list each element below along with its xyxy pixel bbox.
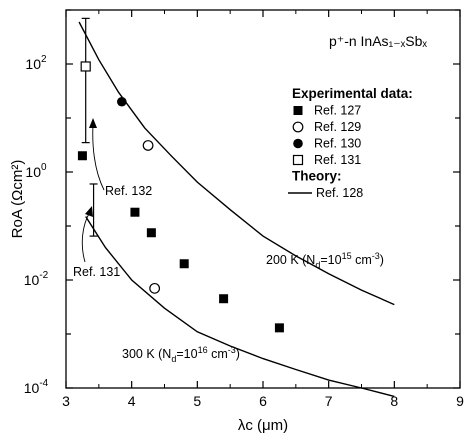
legend-marker-ref-129	[292, 121, 304, 133]
ref131-arrow	[81, 211, 91, 263]
legend-label-ref-130: Ref. 130	[314, 137, 361, 151]
data-point-ref-127	[130, 207, 140, 217]
y-tick-label: 10-2	[24, 270, 49, 288]
data-point-ref-130	[117, 96, 127, 107]
theory-curves	[78, 21, 395, 398]
legend-heading-theory: Theory:	[292, 169, 342, 184]
legend-heading-experimental: Experimental data:	[292, 86, 413, 101]
data-point-ref-127	[219, 294, 229, 304]
data-point-ref-131	[80, 61, 91, 72]
x-tick-label: 3	[62, 393, 70, 409]
legend-label-ref-128: Ref. 128	[316, 186, 363, 200]
x-tick-label: 6	[259, 393, 267, 409]
legend-marker-ref-130	[293, 138, 303, 149]
legend: Experimental data: Ref. 127 Ref. 129 Ref. 1…	[288, 86, 413, 200]
data-point-ref-129	[142, 140, 154, 151]
data-point-ref-127	[179, 259, 189, 269]
x-axis-title: λc (μm)	[238, 417, 288, 434]
legend-label-ref-127: Ref. 127	[314, 104, 361, 118]
ref131-arrowhead	[85, 206, 93, 217]
y-axis-title: RoA (Ωcm²)	[9, 160, 26, 239]
legend-label-ref-131: Ref. 131	[314, 153, 361, 167]
ref132-annotation: Ref. 132	[105, 184, 152, 198]
plot-frame	[65, 9, 461, 389]
axes: 3 4 5 6 7 8 9 10-4 10-2 100 102 λc (μm) RoA (Ωcm²) p⁺…	[9, 9, 464, 434]
x-tick-label: 5	[193, 393, 201, 409]
theory-curve-300k	[85, 216, 395, 398]
data-point-ref-127	[77, 151, 87, 161]
x-tick-label: 8	[390, 393, 398, 409]
data-point-ref-129	[149, 282, 161, 294]
legend-label-ref-129: Ref. 129	[314, 120, 361, 134]
chart-title: p⁺-n InAs₁₋ₓSbₓ	[329, 33, 427, 49]
y-tick-label: 100	[25, 162, 47, 180]
curve-label-300k: 300 K (Nd=1016 cm-3)	[122, 345, 240, 364]
legend-marker-ref-127	[293, 106, 303, 115]
data-point-ref-127	[274, 323, 284, 333]
ref132-arrow	[92, 124, 105, 191]
data-marks	[77, 17, 284, 333]
y-tick-label: 10-4	[24, 378, 49, 396]
y-tick-label: 102	[25, 54, 47, 72]
x-tick-label: 9	[456, 393, 464, 409]
data-point-ref-127	[146, 228, 156, 238]
legend-marker-ref-131	[292, 154, 304, 166]
x-tick-label: 7	[325, 393, 333, 409]
ref132-arrowhead	[89, 118, 97, 128]
ref131-annotation: Ref. 131	[73, 265, 120, 279]
curve-label-200k: 200 K (Nd=1015 cm-3)	[266, 251, 384, 270]
x-tick-label: 4	[128, 393, 136, 409]
annotations: Ref. 132 Ref. 131 200 K (Nd=1015 cm-3) 300 …	[73, 118, 384, 364]
theory-curve-200k	[78, 21, 395, 306]
